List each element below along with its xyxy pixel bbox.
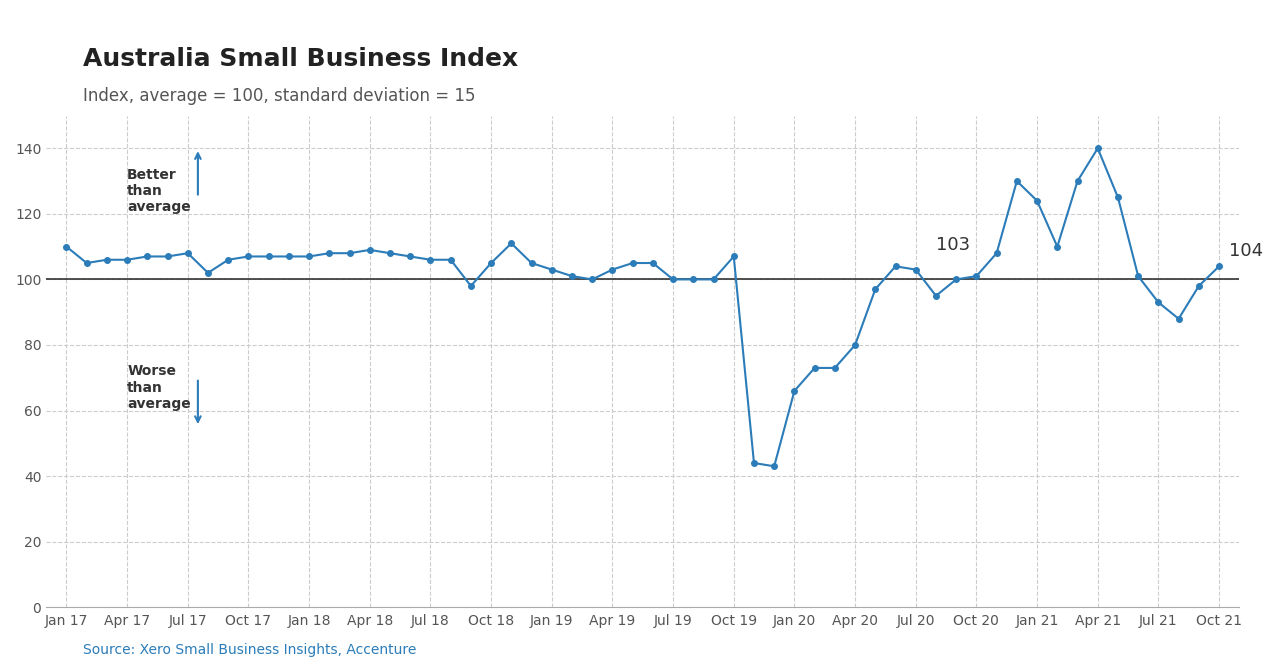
Text: Better
than
average: Better than average xyxy=(127,168,191,214)
Text: 103: 103 xyxy=(936,236,970,254)
Text: Index, average = 100, standard deviation = 15: Index, average = 100, standard deviation… xyxy=(83,87,476,105)
Text: Australia Small Business Index: Australia Small Business Index xyxy=(83,47,518,71)
Text: 104: 104 xyxy=(1229,243,1263,261)
Text: Worse
than
average: Worse than average xyxy=(127,364,191,411)
Text: Source: Xero Small Business Insights, Accenture: Source: Xero Small Business Insights, Ac… xyxy=(83,643,416,657)
